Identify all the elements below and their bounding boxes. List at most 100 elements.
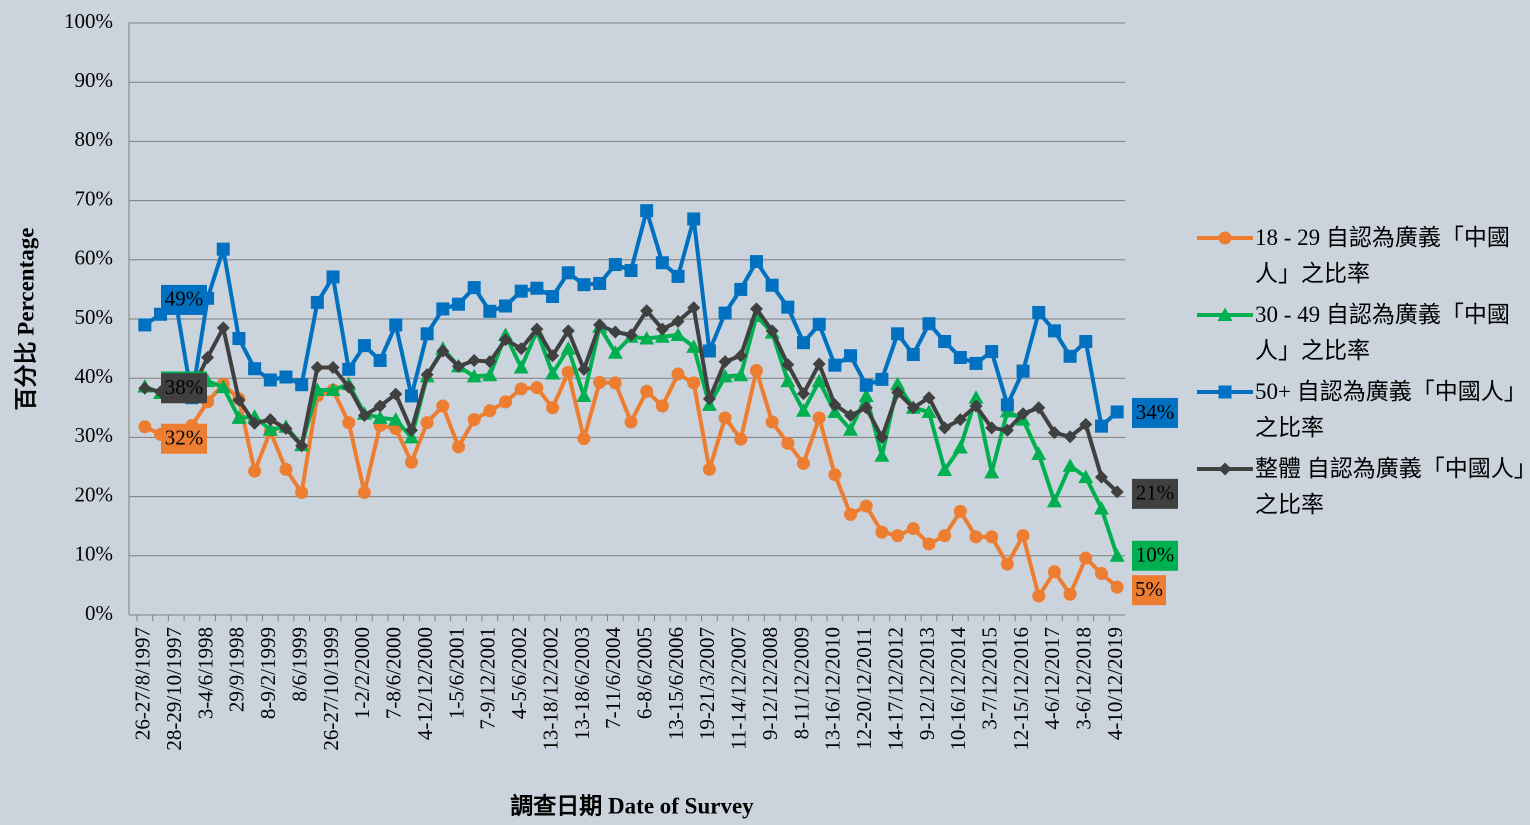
marker xyxy=(373,399,387,413)
marker xyxy=(482,367,498,382)
x-tick-label: 3-7/12/2015 xyxy=(978,627,1002,730)
data-label-box xyxy=(161,284,207,315)
marker xyxy=(1079,334,1093,348)
marker xyxy=(593,318,607,332)
marker xyxy=(499,333,513,347)
data-label-box xyxy=(161,423,207,454)
x-tick-label: 7-11/6/2004 xyxy=(601,627,625,729)
x-tick-label: 7-8/6/2000 xyxy=(382,627,406,719)
marker xyxy=(906,348,920,362)
marker xyxy=(451,440,465,454)
marker xyxy=(467,413,481,427)
marker xyxy=(1094,419,1108,433)
marker xyxy=(858,388,874,402)
x-tick-label: 12-15/12/2016 xyxy=(1009,627,1033,751)
marker xyxy=(812,317,826,331)
legend-label: 30 - 49 自認為廣義「中國人」之比率 xyxy=(1255,302,1510,363)
marker xyxy=(922,537,936,551)
marker xyxy=(279,422,293,436)
marker xyxy=(1079,551,1093,565)
marker xyxy=(812,411,826,425)
marker xyxy=(560,341,576,355)
marker xyxy=(436,399,450,413)
marker xyxy=(279,462,293,476)
marker xyxy=(577,432,591,446)
marker xyxy=(1063,587,1077,601)
x-tick-label: 7-9/12/2001 xyxy=(476,627,500,730)
marker xyxy=(357,485,371,499)
x-tick-label: 9-12/12/2008 xyxy=(758,627,782,740)
marker xyxy=(388,412,404,426)
marker xyxy=(279,370,293,384)
x-tick-label: 13-15/6/2006 xyxy=(664,627,688,740)
data-label-box xyxy=(1132,540,1178,571)
marker xyxy=(797,387,811,401)
marker xyxy=(874,448,890,462)
y-tick-label: 20% xyxy=(75,482,114,506)
marker xyxy=(1016,407,1030,421)
marker xyxy=(295,485,309,499)
marker xyxy=(389,318,403,332)
marker xyxy=(655,322,669,336)
marker xyxy=(436,344,450,358)
x-tick-label: 4-5/6/2002 xyxy=(507,627,531,719)
data-label-text: 10% xyxy=(1136,543,1175,567)
y-tick-label: 60% xyxy=(75,246,114,270)
y-tick-label: 90% xyxy=(75,68,114,92)
marker xyxy=(451,297,465,311)
marker xyxy=(687,212,701,226)
marker xyxy=(420,327,434,341)
marker xyxy=(325,382,341,397)
marker xyxy=(734,282,748,296)
marker xyxy=(734,349,748,363)
marker xyxy=(404,455,418,469)
marker xyxy=(310,295,324,309)
marker xyxy=(342,416,356,430)
y-tick-label: 50% xyxy=(75,305,114,329)
marker xyxy=(687,301,701,315)
marker xyxy=(1046,493,1062,508)
y-tick-label: 0% xyxy=(85,601,113,625)
legend-label: 18 - 29 自認為廣義「中國人」之比率 xyxy=(1255,225,1510,286)
marker xyxy=(577,278,591,292)
marker xyxy=(1110,485,1124,499)
marker xyxy=(655,256,669,270)
marker xyxy=(546,290,560,304)
x-tick-label: 8/6/1999 xyxy=(287,627,311,702)
data-label-text: 5% xyxy=(1135,577,1163,601)
marker xyxy=(577,362,591,376)
y-axis-title: 百分比 Percentage xyxy=(13,228,38,411)
marker xyxy=(906,401,920,415)
y-tick-label: 80% xyxy=(75,127,114,151)
marker xyxy=(734,432,748,446)
marker xyxy=(1063,430,1077,444)
data-label-text: 32% xyxy=(165,426,204,450)
marker xyxy=(499,395,513,409)
marker xyxy=(561,365,575,379)
marker xyxy=(310,361,324,375)
marker xyxy=(938,529,952,543)
marker xyxy=(576,388,592,402)
marker xyxy=(1031,446,1047,460)
marker xyxy=(937,462,953,476)
marker xyxy=(483,304,497,318)
marker xyxy=(749,364,763,378)
marker xyxy=(295,378,309,392)
marker xyxy=(969,530,983,544)
marker xyxy=(514,382,528,396)
marker xyxy=(530,281,544,295)
marker xyxy=(514,342,528,356)
x-tick-label: 11-14/12/2007 xyxy=(727,627,751,750)
marker xyxy=(921,404,937,418)
marker xyxy=(717,368,733,383)
marker xyxy=(953,350,967,364)
marker xyxy=(640,204,654,218)
marker xyxy=(216,242,230,256)
marker xyxy=(138,420,152,434)
x-tick-label: 9-12/12/2013 xyxy=(915,627,939,740)
marker xyxy=(859,401,873,415)
marker xyxy=(530,322,544,336)
marker xyxy=(796,403,812,417)
data-label: 32% xyxy=(161,423,207,454)
